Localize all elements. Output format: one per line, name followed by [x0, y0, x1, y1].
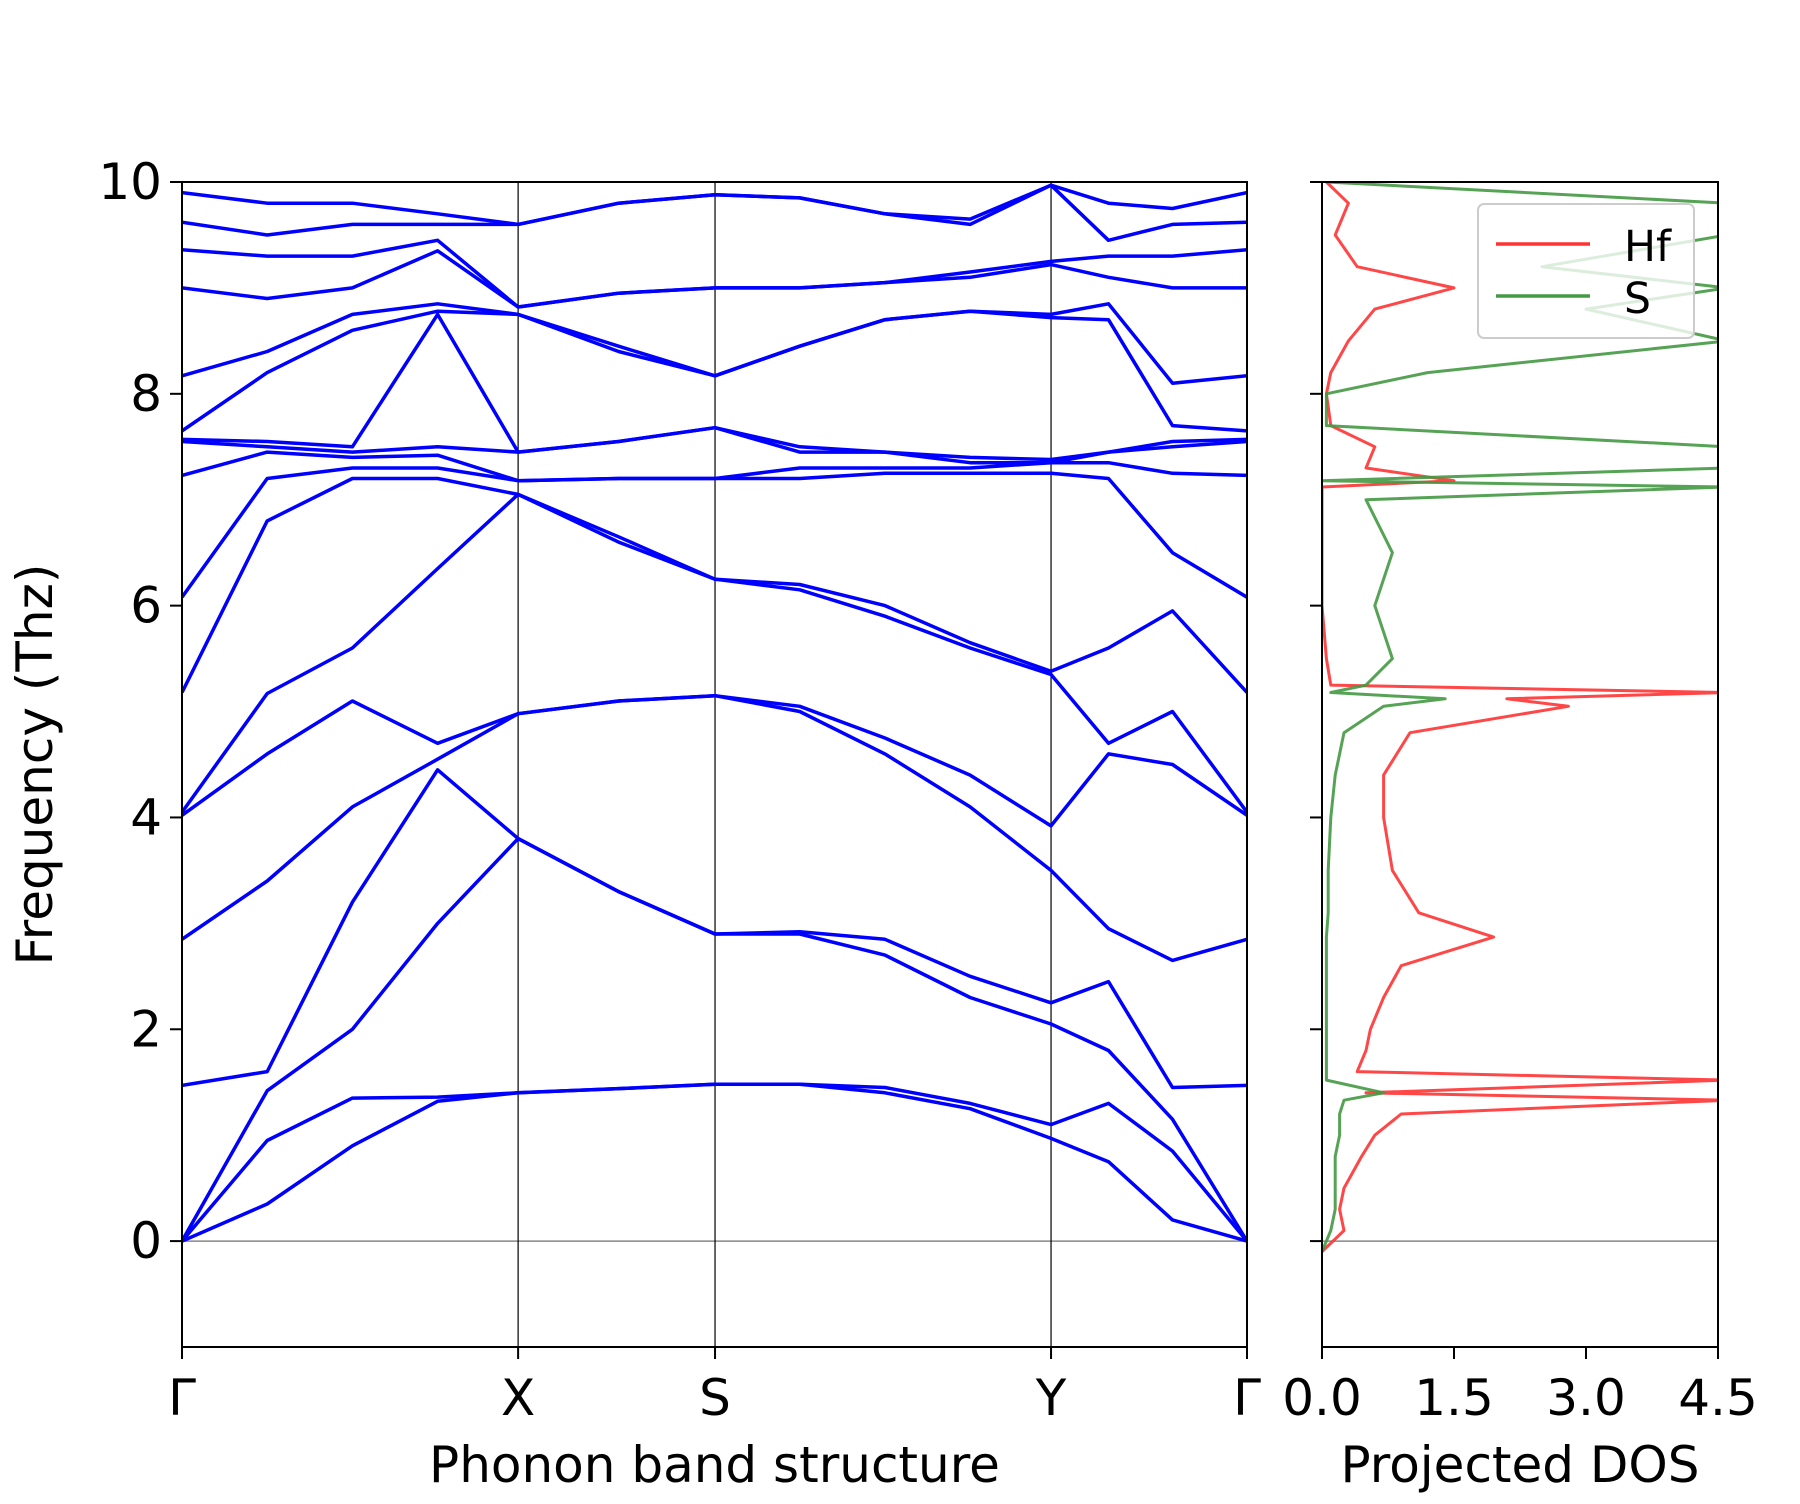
plot-frame [1321, 181, 1719, 1348]
band-line [182, 693, 1247, 963]
x-tick-label: Y [1035, 1369, 1067, 1427]
x-tick-label: Γ [1233, 1369, 1261, 1427]
x-tick-label: 1.5 [1414, 1369, 1494, 1427]
series-group [182, 183, 1247, 1243]
band-line [182, 450, 1247, 483]
x-axis-label: Projected DOS [1340, 1436, 1699, 1494]
y-tick-label: 0 [130, 1212, 162, 1270]
y-axis-label: Frequency (Thz) [6, 564, 64, 966]
x-tick-label: 0.0 [1282, 1369, 1362, 1427]
x-tick-label: X [501, 1369, 535, 1427]
series-group [1322, 182, 1718, 1253]
dos-line [1322, 182, 1718, 1253]
band-line [182, 768, 1247, 1090]
band-line [182, 238, 1247, 309]
band-line [182, 302, 1247, 385]
y-tick-label: 10 [98, 153, 162, 211]
legend-box [1477, 203, 1695, 339]
y-tick-label: 2 [130, 1000, 162, 1058]
y-tick-label: 8 [130, 365, 162, 423]
x-tick-label: S [699, 1369, 731, 1427]
legend-label: Hf [1624, 223, 1672, 272]
plot-area: 0.0 1.5 3.0 4.5 Projected DOS HfS [1282, 181, 1758, 1494]
x-tick-label: 3.0 [1546, 1369, 1626, 1427]
x-tick-label: Γ [168, 1369, 196, 1427]
x-tick-label: 4.5 [1678, 1369, 1758, 1427]
band-line [182, 466, 1247, 599]
plot-frame [181, 181, 1248, 1348]
legend: HfS [1477, 203, 1695, 339]
band-line [182, 492, 1247, 814]
x-axis-label: Phonon band structure [429, 1436, 1000, 1494]
legend-label: S [1624, 275, 1651, 324]
band-line [182, 1082, 1247, 1243]
plot-area: 0 2 4 6 8 10 Γ X S Y Γ Phonon band structure Frequen… [6, 153, 1261, 1494]
band-line [182, 183, 1247, 227]
band-line [182, 312, 1247, 462]
y-tick-label: 6 [130, 577, 162, 635]
y-tick-label: 4 [130, 788, 162, 846]
dos-line [1322, 182, 1718, 1253]
band-line [182, 476, 1247, 694]
band-line [182, 693, 1247, 828]
